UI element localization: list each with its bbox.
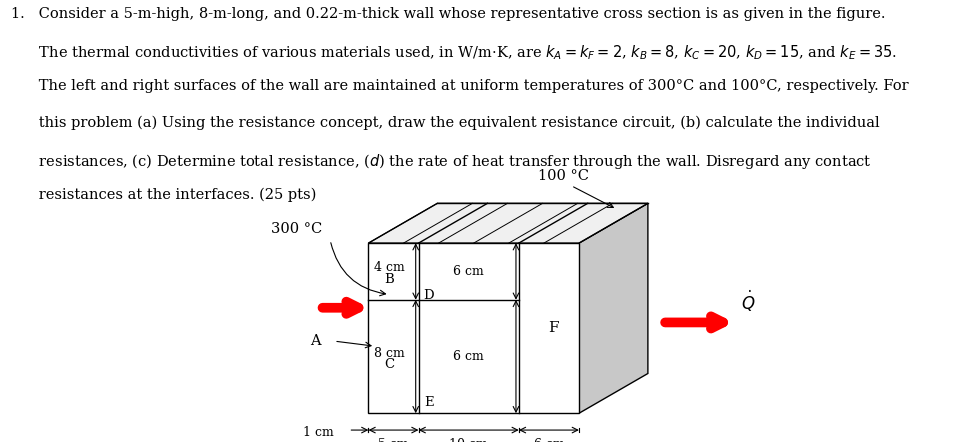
Text: 100 °C: 100 °C	[538, 169, 589, 183]
Text: 6 cm: 6 cm	[454, 350, 484, 363]
Text: 6 cm: 6 cm	[534, 438, 565, 442]
Text: 4 cm: 4 cm	[374, 261, 405, 274]
Text: 300 °C: 300 °C	[271, 222, 323, 236]
Text: resistances at the interfaces. (25 pts): resistances at the interfaces. (25 pts)	[11, 188, 317, 202]
Text: resistances, (c) Determine total resistance, ($d$) the rate of heat transfer thr: resistances, (c) Determine total resista…	[11, 152, 872, 171]
Text: E: E	[424, 396, 434, 409]
Text: 1 cm: 1 cm	[303, 426, 334, 439]
Text: C: C	[385, 358, 394, 371]
Text: 5 cm: 5 cm	[378, 438, 409, 442]
Text: this problem (a) Using the resistance concept, draw the equivalent resistance ci: this problem (a) Using the resistance co…	[11, 115, 880, 130]
Text: $\dot{Q}$: $\dot{Q}$	[741, 289, 756, 314]
Text: The left and right surfaces of the wall are maintained at uniform temperatures o: The left and right surfaces of the wall …	[11, 79, 909, 93]
Text: 1.   Consider a 5-m-high, 8-m-long, and 0.22-m-thick wall whose representative c: 1. Consider a 5-m-high, 8-m-long, and 0.…	[11, 7, 886, 21]
Polygon shape	[579, 203, 648, 413]
Text: A: A	[310, 335, 322, 348]
Text: F: F	[548, 321, 559, 335]
Text: The thermal conductivities of various materials used, in W/m·K, are $k_A = k_F =: The thermal conductivities of various ma…	[11, 43, 898, 61]
Polygon shape	[368, 203, 648, 243]
Text: B: B	[385, 273, 394, 286]
Text: 10 cm: 10 cm	[450, 438, 488, 442]
Text: 8 cm: 8 cm	[374, 347, 405, 359]
Text: 6 cm: 6 cm	[454, 265, 484, 278]
Bar	[368, 243, 579, 413]
Text: D: D	[423, 289, 434, 302]
